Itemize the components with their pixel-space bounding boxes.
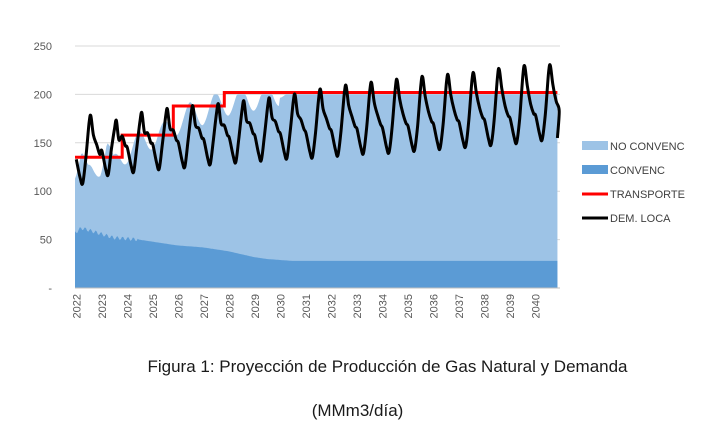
y-tick-label: 150 xyxy=(34,138,52,150)
x-tick-label: 2033 xyxy=(352,294,364,318)
legend: NO CONVENC CONVENC TRANSPORTE DEM. LOCA xyxy=(582,141,685,225)
x-tick-label: 2032 xyxy=(327,294,339,318)
legend-swatch xyxy=(582,141,608,150)
y-tick-label: 50 xyxy=(40,235,52,247)
y-tick-label: - xyxy=(48,283,52,295)
y-tick-label: 200 xyxy=(34,89,52,101)
x-tick-label: 2036 xyxy=(429,294,441,318)
chart: - 50 100 150 200 250 2022 2023 2024 2025 2026 2027… xyxy=(34,41,685,318)
x-tick-label: 2029 xyxy=(250,294,262,318)
x-tick-label: 2038 xyxy=(480,294,492,318)
x-tick-label: 2035 xyxy=(403,294,415,318)
line-dem-loca xyxy=(74,63,561,186)
x-tick-label: 2023 xyxy=(97,294,109,318)
y-tick-label: 100 xyxy=(34,186,52,198)
x-tick-label: 2031 xyxy=(301,294,313,318)
legend-label: DEM. LOCA xyxy=(610,213,671,225)
x-tick-label: 2034 xyxy=(378,294,390,318)
x-tick-label: 2022 xyxy=(71,294,83,318)
x-tick-label: 2024 xyxy=(122,294,134,318)
x-tick-label: 2025 xyxy=(148,294,160,318)
legend-swatch xyxy=(582,165,608,174)
x-tick-label: 2030 xyxy=(276,294,288,318)
lines xyxy=(74,63,561,186)
x-axis: 2022 2023 2024 2025 2026 2027 2028 2029 2030 2031… xyxy=(71,287,560,318)
legend-label: TRANSPORTE xyxy=(610,189,685,201)
x-tick-label: 2027 xyxy=(199,294,211,318)
y-axis: - 50 100 150 200 250 xyxy=(34,41,53,295)
legend-label: NO CONVENC xyxy=(610,141,685,153)
x-tick-label: 2028 xyxy=(224,294,236,318)
x-tick-label: 2039 xyxy=(505,294,517,318)
legend-label: CONVENC xyxy=(610,165,665,177)
area-convenc xyxy=(75,227,558,288)
line-transporte xyxy=(75,91,558,159)
figure-units: (MMm3/día) xyxy=(311,401,404,420)
x-tick-label: 2037 xyxy=(454,294,466,318)
x-tick-label: 2026 xyxy=(173,294,185,318)
y-tick-label: 250 xyxy=(34,41,52,53)
figure-caption: Figura 1: Proyección de Producción de Ga… xyxy=(147,357,628,376)
x-tick-label: 2040 xyxy=(531,294,543,318)
